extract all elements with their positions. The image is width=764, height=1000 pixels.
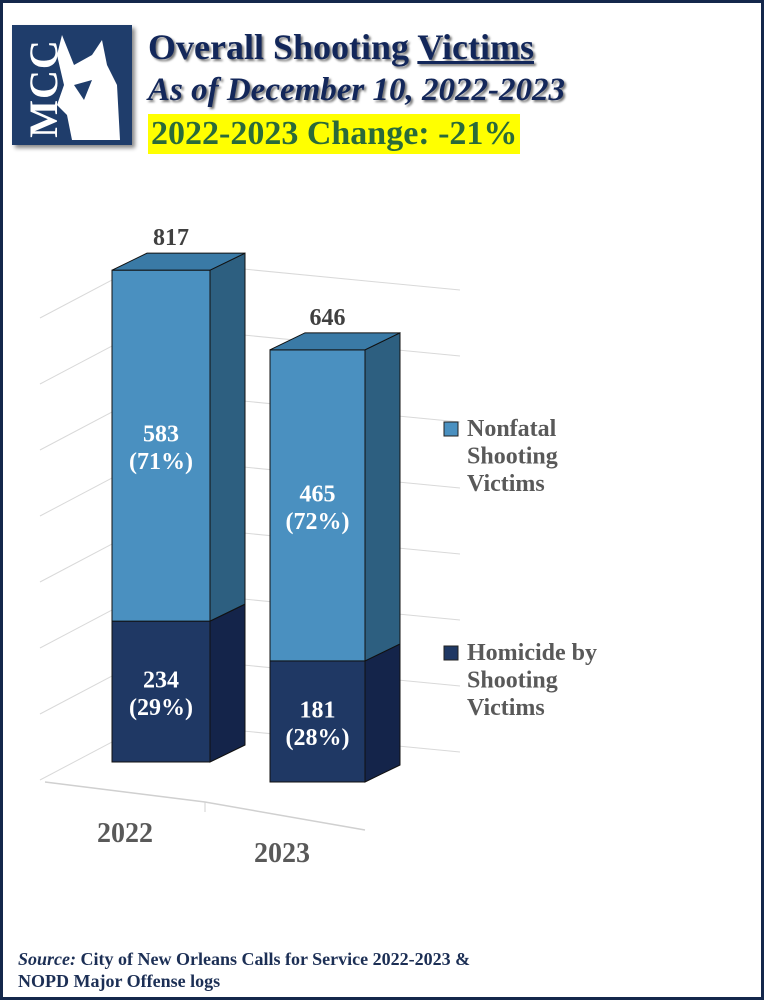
stacked-bar-chart: 234 (29%) 583 (71%) 817 2022 181 (28%) 465 (72%) 6… <box>39 225 597 869</box>
legend-swatch <box>443 421 459 437</box>
bar-side-2022-0 <box>209 603 246 763</box>
title-underlined: Victims <box>417 27 535 67</box>
bar-front-2022-0 <box>111 620 211 763</box>
bar-front-2023-1 <box>269 349 366 662</box>
legend-label: Nonfatal Shooting Victims <box>467 416 558 497</box>
bar-side-2023-1 <box>364 332 401 662</box>
source-note: Source: City of New Orleans Calls for Se… <box>18 948 470 992</box>
source-label: Source: <box>18 949 76 969</box>
data-label: 234 (29%) <box>129 668 193 722</box>
legend-swatch <box>443 645 459 661</box>
bar-front-2023-0 <box>269 660 366 783</box>
chart-subtitle: As of December 10, 2022-2023 <box>148 72 566 108</box>
data-label: 465 (72%) <box>286 481 350 535</box>
bar-side-2022-1 <box>209 252 246 622</box>
source-line2: NOPD Major Offense logs <box>18 971 221 991</box>
title-prefix: Overall Shooting <box>148 27 418 67</box>
x-tick-label: 2022 <box>97 818 153 849</box>
legend-label: Homicide by Shooting Victims <box>467 640 597 721</box>
bar-side-2023-0 <box>364 643 401 783</box>
source-text: City of New Orleans Calls for Service 20… <box>76 949 471 969</box>
change-banner: 2022-2023 Change: -21% <box>148 114 521 154</box>
dog-icon <box>57 35 120 140</box>
data-label: 181 (28%) <box>286 697 350 751</box>
gridline <box>39 259 461 319</box>
chart-title: Overall Shooting Victims <box>148 26 534 68</box>
mcc-logo: MCC <box>12 25 132 145</box>
bar-top-2023 <box>269 332 401 351</box>
total-label: 817 <box>153 225 189 251</box>
data-label: 583 (71%) <box>129 422 193 476</box>
total-label: 646 <box>310 305 346 331</box>
bar-top-2022 <box>111 252 246 271</box>
x-tick-label: 2023 <box>254 838 310 869</box>
